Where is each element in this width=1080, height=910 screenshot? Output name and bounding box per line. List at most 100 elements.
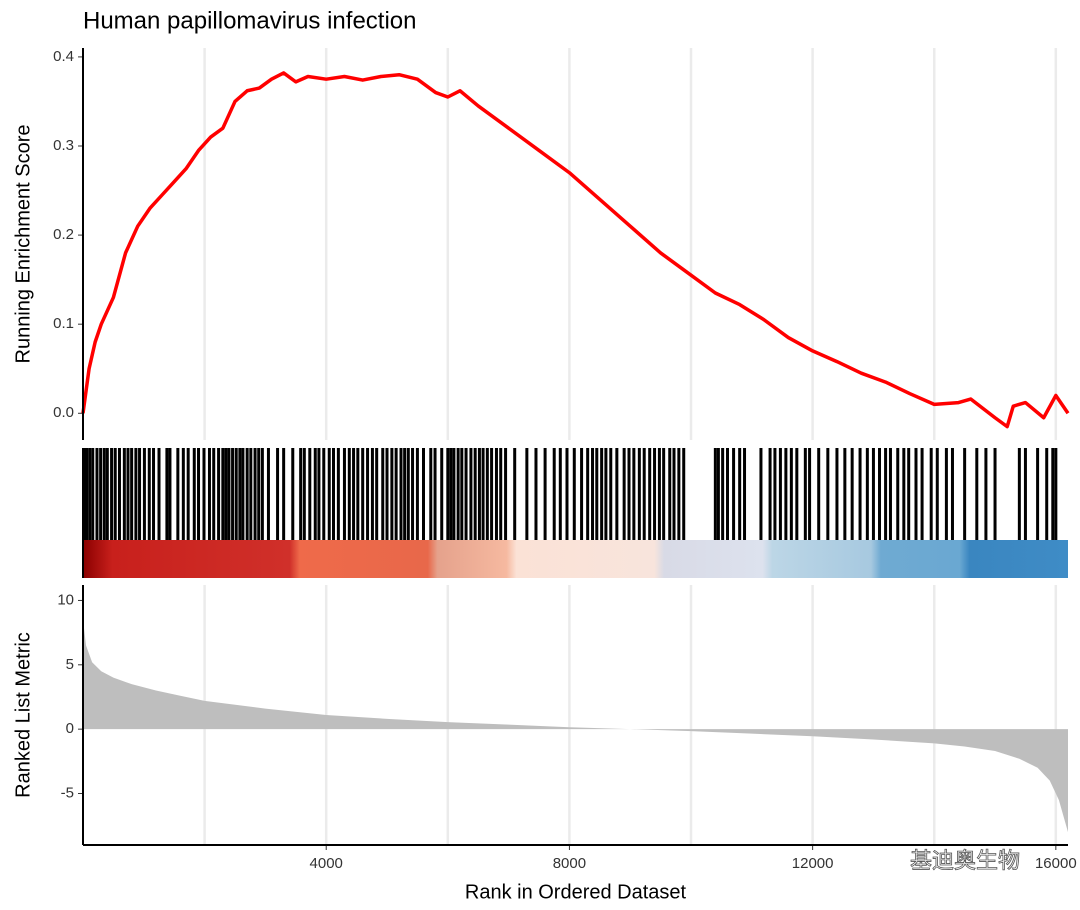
hit-bar <box>421 448 425 540</box>
y-tick-label: 0.0 <box>53 404 74 421</box>
hit-bar <box>138 448 142 540</box>
hit-bar <box>302 448 306 540</box>
hit-bar <box>572 448 576 540</box>
x-axis-title: Rank in Ordered Dataset <box>465 881 687 903</box>
x-tick-label: 4000 <box>310 855 343 872</box>
hit-bar <box>197 448 201 540</box>
hit-bar <box>907 448 911 540</box>
hit-bar <box>591 448 595 540</box>
hit-bar <box>276 448 280 540</box>
hit-bar <box>768 448 772 540</box>
hit-bar <box>743 448 747 540</box>
hit-bar <box>238 448 242 540</box>
hit-bar <box>429 448 433 540</box>
hit-bar <box>110 448 114 540</box>
hit-bar <box>716 448 720 540</box>
hit-bar <box>662 448 666 540</box>
hit-bar <box>477 448 481 540</box>
hit-bar <box>227 448 231 540</box>
hit-bar <box>291 448 295 540</box>
x-tick-label: 12000 <box>792 855 834 872</box>
metric-area <box>83 619 1068 833</box>
hit-bar <box>944 448 948 540</box>
hit-bar <box>102 448 106 540</box>
hit-bar <box>403 448 407 540</box>
hit-bar <box>142 448 146 540</box>
hit-bar <box>207 448 211 540</box>
hit-bar <box>385 448 389 540</box>
hit-bar <box>504 448 508 540</box>
hit-bar <box>217 448 221 540</box>
hit-bar <box>803 448 807 540</box>
hit-bar <box>682 448 686 540</box>
hit-bar <box>366 448 370 540</box>
y-tick-label: 0.1 <box>53 315 74 332</box>
hit-bar <box>726 448 730 540</box>
x-tick-label: 8000 <box>553 855 586 872</box>
hit-bar <box>721 448 725 540</box>
hit-bar <box>677 448 681 540</box>
hit-bar <box>361 448 365 540</box>
hit-bar <box>91 448 95 540</box>
hit-bar <box>126 448 130 540</box>
hit-bar <box>130 448 134 540</box>
hit-bar <box>525 448 529 540</box>
hit-bar <box>580 448 584 540</box>
hit-bar <box>336 448 340 540</box>
hit-bar <box>460 448 464 540</box>
hit-bar <box>234 448 238 540</box>
hit-bar <box>858 448 862 540</box>
hit-bar <box>202 448 206 540</box>
hit-bar <box>984 448 988 540</box>
hit-bar <box>85 448 89 540</box>
hit-bar <box>452 448 456 540</box>
hit-bar <box>231 448 235 540</box>
hit-bar <box>1017 448 1021 540</box>
hit-bar <box>884 448 888 540</box>
y-axis-title: Running Enrichment Score <box>12 124 34 363</box>
hit-bar <box>499 448 503 540</box>
hit-bar <box>808 448 812 540</box>
hit-bar <box>975 448 979 540</box>
hit-bar <box>313 448 317 540</box>
hit-bar <box>406 448 410 540</box>
hit-bar <box>192 448 196 540</box>
watermark: 基迪奥生物 <box>910 849 1020 874</box>
hit-bar <box>865 448 869 540</box>
hit-bar <box>615 448 619 540</box>
hit-bar <box>456 448 460 540</box>
hit-bar <box>993 448 997 540</box>
hit-bar <box>375 448 379 540</box>
hit-bar <box>481 448 485 540</box>
hit-bar <box>113 448 117 540</box>
y-tick-label: 0.3 <box>53 137 74 154</box>
hit-bar <box>672 448 676 540</box>
chart-title: Human papillomavirus infection <box>83 7 417 34</box>
hit-bar <box>778 448 782 540</box>
hit-bar <box>600 448 604 540</box>
hit-bar <box>1036 448 1040 540</box>
hit-bar <box>157 448 161 540</box>
hit-bar <box>843 448 847 540</box>
hit-bar <box>322 448 326 540</box>
hit-bar <box>317 448 321 540</box>
hit-bar <box>929 448 933 540</box>
hit-bar <box>147 448 151 540</box>
y-tick-label: 0 <box>66 720 74 737</box>
hit-bar <box>473 448 477 540</box>
hit-bar <box>221 448 225 540</box>
hit-bar <box>347 448 351 540</box>
hit-bar <box>896 448 900 540</box>
hit-bar <box>713 448 717 540</box>
hit-bar <box>871 448 875 540</box>
hit-bar <box>632 448 636 540</box>
hit-bar <box>433 448 437 540</box>
hit-bar <box>963 448 967 540</box>
hit-bar <box>327 448 331 540</box>
hit-bar <box>224 448 228 540</box>
hit-bar <box>370 448 374 540</box>
hit-bar <box>490 448 494 540</box>
hit-bar <box>356 448 360 540</box>
hit-bar <box>99 448 103 540</box>
